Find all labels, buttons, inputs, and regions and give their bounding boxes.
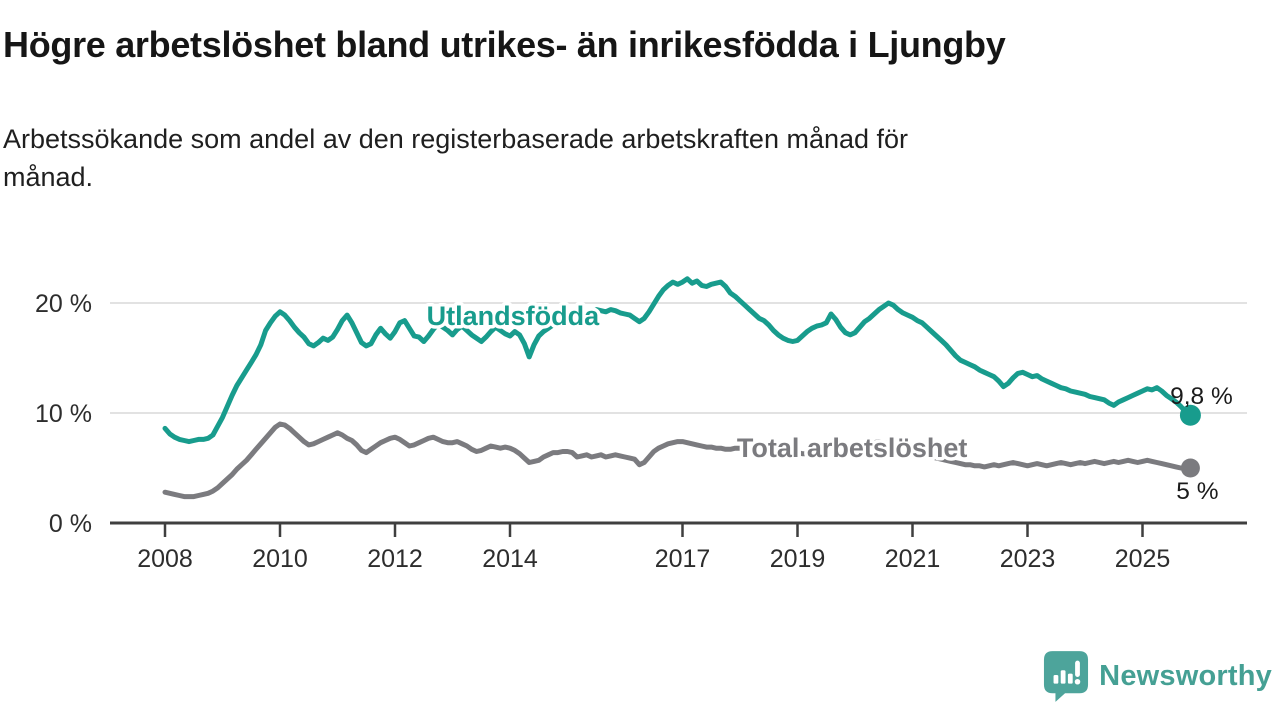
x-tick-label: 2023 <box>1000 545 1056 573</box>
chart-subtitle: Arbetssökande som andel av den registerb… <box>3 124 909 193</box>
series-line <box>162 421 1193 500</box>
y-tick-label: 20 % <box>35 290 92 318</box>
end-dot <box>1180 458 1200 478</box>
end-value-label: 9,8 % <box>1170 383 1233 410</box>
x-tick-label: 2008 <box>137 545 193 573</box>
end-value-label: 5 % <box>1176 478 1218 505</box>
brand-logo: Newsworthy <box>1043 650 1272 702</box>
series-line <box>162 276 1193 445</box>
brand-name: Newsworthy <box>1099 659 1272 692</box>
page-title: Högre arbetslöshet bland utrikes- än inr… <box>3 24 1006 65</box>
x-tick-label: 2012 <box>367 545 423 573</box>
x-tick-label: 2014 <box>482 545 538 573</box>
x-tick-label: 2019 <box>770 545 826 573</box>
x-tick-label: 2017 <box>655 545 711 573</box>
y-tick-label: 0 % <box>49 510 92 538</box>
x-tick-label: 2010 <box>252 545 308 573</box>
end-dot <box>1179 404 1201 426</box>
newsworthy-icon <box>1044 651 1089 702</box>
x-tick-label: 2021 <box>885 545 941 573</box>
x-tick-label: 2025 <box>1115 545 1171 573</box>
series-label: Utlandsfödda <box>427 301 600 331</box>
y-tick-label: 10 % <box>35 400 92 428</box>
series-label: Total arbetslöshet <box>737 433 968 463</box>
